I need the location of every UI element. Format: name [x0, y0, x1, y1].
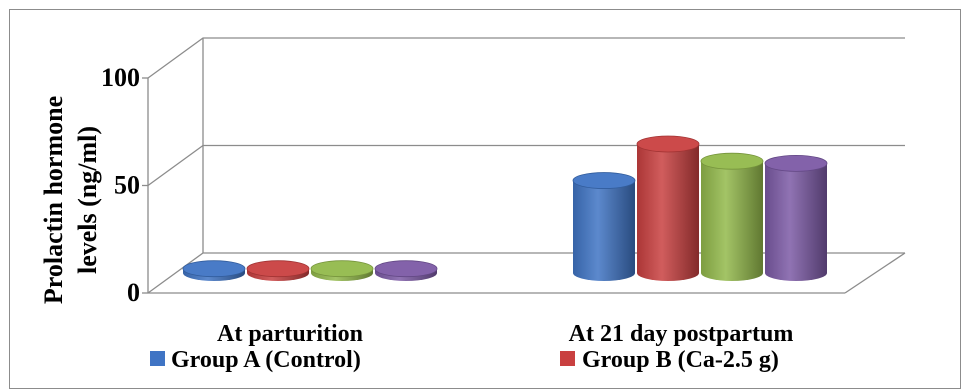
y-tick-label: 0	[127, 278, 140, 307]
bar-body	[701, 161, 763, 281]
labels: 0 50 100 At parturition At 21 day postpartum	[101, 63, 793, 347]
bar	[182, 260, 246, 281]
legend-label-group-a: Group A (Control)	[171, 347, 361, 373]
y-axis-title-line2: levels (ng/ml)	[73, 126, 102, 274]
x-category-label: At 21 day postpartum	[569, 321, 794, 347]
bar-top	[572, 172, 636, 189]
bar	[246, 260, 310, 281]
bar-top	[246, 260, 310, 278]
legend-swatch-group-b	[560, 351, 575, 366]
bar-body	[573, 180, 635, 281]
x-category-label: At parturition	[217, 321, 363, 347]
bar	[310, 260, 374, 281]
y-axis	[142, 38, 204, 294]
bar-top	[700, 152, 764, 170]
bar-body	[637, 144, 699, 281]
bar-top	[636, 135, 700, 153]
bar	[700, 152, 764, 281]
legend-swatch-group-a	[150, 351, 165, 366]
legend: Group A (Control) Group B (Ca-2.5 g)	[150, 347, 779, 373]
legend-label-group-b: Group B (Ca-2.5 g)	[582, 347, 779, 373]
bar-top	[764, 154, 828, 172]
bars	[182, 135, 828, 281]
bar-top	[310, 260, 374, 278]
bar	[764, 154, 828, 281]
bar-top	[182, 260, 246, 278]
bar	[374, 260, 438, 281]
bar-top	[374, 260, 438, 278]
prolactin-chart: 0 50 100 At parturition At 21 day postpartum…	[39, 37, 906, 373]
gridline	[147, 37, 905, 79]
floor-right-edge	[844, 252, 906, 294]
y-tick-label: 50	[114, 171, 140, 200]
y-axis-title-line1: Prolactin hormone	[39, 96, 68, 304]
bar-body	[765, 163, 827, 281]
bar	[572, 172, 636, 281]
y-tick-label: 100	[101, 63, 140, 92]
bar	[636, 135, 700, 281]
